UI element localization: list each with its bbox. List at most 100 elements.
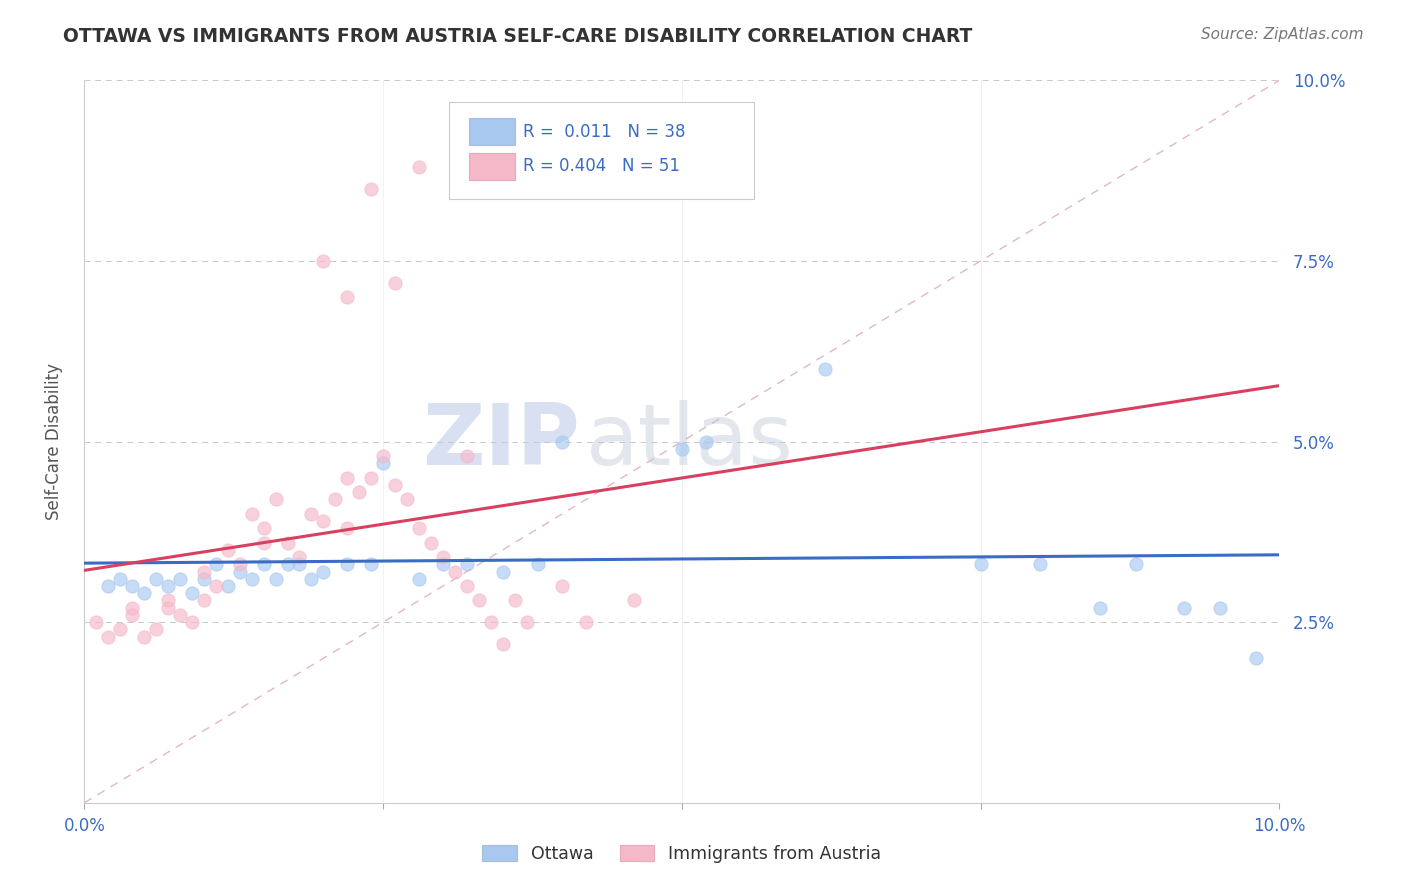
Point [157, 600, 180, 615]
Point [240, 507, 263, 521]
Point [288, 550, 311, 565]
Text: OTTAWA VS IMMIGRANTS FROM AUSTRIA SELF-CARE DISABILITY CORRELATION CHART: OTTAWA VS IMMIGRANTS FROM AUSTRIA SELF-C… [63, 27, 973, 45]
Point [970, 558, 993, 572]
Point [110, 623, 132, 637]
Point [396, 492, 419, 507]
Point [456, 558, 478, 572]
Point [1125, 558, 1147, 572]
Point [575, 615, 598, 630]
Point [349, 485, 371, 500]
Point [623, 593, 645, 607]
Point [132, 630, 156, 644]
Point [456, 579, 478, 593]
Point [264, 572, 287, 586]
Point [181, 586, 204, 600]
Point [336, 471, 359, 485]
Point [97, 630, 120, 644]
Point [121, 600, 143, 615]
Point [193, 572, 215, 586]
Point [373, 449, 395, 463]
Y-axis label: Self-Care Disability: Self-Care Disability [45, 363, 63, 520]
Point [516, 615, 538, 630]
Point [253, 521, 276, 535]
Point [312, 514, 335, 528]
Point [336, 558, 359, 572]
Point [121, 607, 143, 622]
Point [1209, 600, 1232, 615]
Text: R = 0.404   N = 51: R = 0.404 N = 51 [523, 157, 681, 175]
Point [527, 558, 550, 572]
Point [181, 615, 204, 630]
Point [217, 542, 239, 557]
Point [312, 565, 335, 579]
Point [408, 160, 430, 174]
Point [551, 579, 574, 593]
Point [814, 362, 837, 376]
Point [408, 521, 430, 535]
Point [360, 471, 382, 485]
Point [110, 572, 132, 586]
Point [301, 507, 323, 521]
Point [193, 593, 215, 607]
Point [312, 254, 335, 268]
Point [360, 558, 382, 572]
Point [1029, 558, 1052, 572]
Point [432, 550, 454, 565]
Point [551, 434, 574, 449]
Point [444, 565, 467, 579]
Point [228, 565, 252, 579]
Point [301, 572, 323, 586]
Point [1173, 600, 1195, 615]
Point [157, 579, 180, 593]
Point [360, 182, 382, 196]
Text: R =  0.011   N = 38: R = 0.011 N = 38 [523, 122, 686, 141]
Point [468, 593, 491, 607]
Point [492, 565, 515, 579]
Point [157, 593, 180, 607]
Point [145, 623, 167, 637]
Point [132, 586, 156, 600]
Point [503, 593, 526, 607]
Point [145, 572, 167, 586]
Point [264, 492, 287, 507]
Point [253, 558, 276, 572]
Point [277, 535, 299, 549]
Point [1090, 600, 1112, 615]
Text: Source: ZipAtlas.com: Source: ZipAtlas.com [1201, 27, 1364, 42]
Point [325, 492, 347, 507]
Point [384, 478, 406, 492]
Point [205, 579, 228, 593]
Point [121, 579, 143, 593]
Point [336, 290, 359, 304]
FancyBboxPatch shape [449, 102, 754, 200]
FancyBboxPatch shape [470, 118, 515, 145]
Point [253, 535, 276, 549]
Point [420, 535, 443, 549]
Point [205, 558, 228, 572]
Text: atlas: atlas [586, 400, 794, 483]
Point [479, 615, 502, 630]
Point [456, 449, 478, 463]
Point [336, 521, 359, 535]
Point [671, 442, 693, 456]
Point [408, 572, 430, 586]
Point [228, 558, 252, 572]
Point [193, 565, 215, 579]
Point [169, 607, 191, 622]
Point [1244, 651, 1267, 665]
Point [240, 572, 263, 586]
Point [169, 572, 191, 586]
Legend: Ottawa, Immigrants from Austria: Ottawa, Immigrants from Austria [482, 845, 882, 863]
Point [695, 434, 717, 449]
Point [492, 637, 515, 651]
FancyBboxPatch shape [470, 153, 515, 180]
Point [373, 456, 395, 470]
Point [384, 276, 406, 290]
Text: ZIP: ZIP [423, 400, 581, 483]
Point [86, 615, 108, 630]
Point [432, 558, 454, 572]
Point [97, 579, 120, 593]
Point [217, 579, 239, 593]
Point [277, 558, 299, 572]
Point [288, 558, 311, 572]
